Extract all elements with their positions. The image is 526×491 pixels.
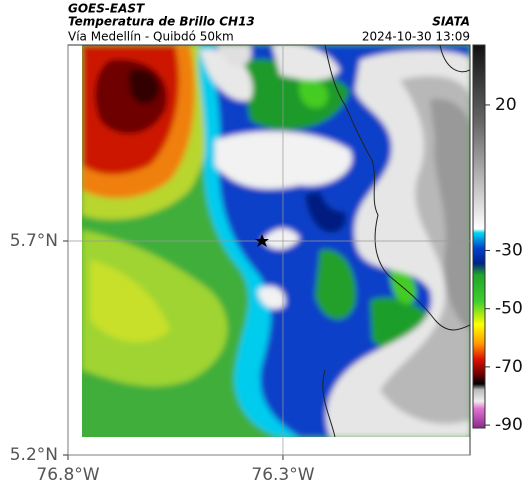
colorbar-tick-label: 20 xyxy=(495,95,517,115)
x-tick-label: 76.3°W xyxy=(251,465,314,485)
subtitle: Temperatura de Brillo CH13 xyxy=(68,15,255,29)
colorbar-tick-label: -30 xyxy=(495,240,523,260)
x-tick-label: 76.8°W xyxy=(36,465,99,485)
y-tick-label: 5.2°N xyxy=(10,445,58,465)
title: GOES-EAST xyxy=(68,2,145,16)
region: Vía Medellín - Quibdó 50km xyxy=(68,30,234,44)
satellite-image xyxy=(82,45,470,437)
colorbar-tick-label: -70 xyxy=(495,357,523,377)
y-tick-label: 5.7°N xyxy=(10,231,58,251)
colorbar-tick-label: -50 xyxy=(495,299,523,319)
colorbar xyxy=(472,44,486,429)
timestamp: 2024-10-30 13:09 xyxy=(362,30,470,44)
source: SIATA xyxy=(432,15,470,29)
location-star xyxy=(255,234,269,247)
colorbar-tick-label: -90 xyxy=(495,415,523,435)
colorbar-ticks: 20 -30 -50 -70 -90 xyxy=(485,95,523,435)
graticule: 76.8°W 76.3°W 5.2°N 5.7°N xyxy=(10,45,470,485)
